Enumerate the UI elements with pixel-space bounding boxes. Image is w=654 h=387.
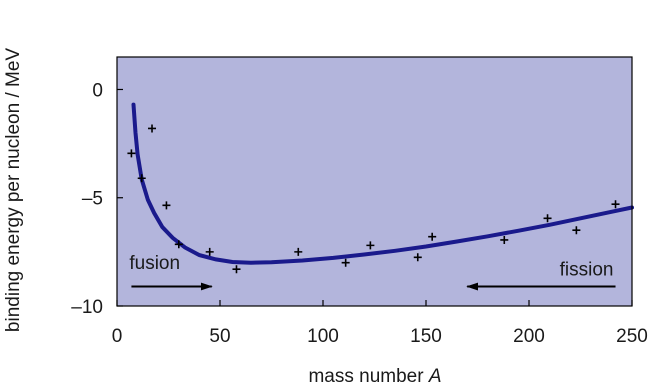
y-tick-label: –5 — [82, 189, 103, 210]
plot-area — [117, 57, 632, 306]
fusion-label: fusion — [129, 253, 180, 274]
binding-energy-curve — [131, 102, 634, 265]
data-point — [428, 232, 437, 241]
data-point — [148, 124, 157, 133]
data-point — [500, 235, 509, 244]
y-axis-label: binding energy per nucleon / MeV — [3, 48, 24, 332]
x-tick-label: 250 — [616, 326, 648, 347]
data-point — [341, 258, 350, 267]
x-tick-label: 100 — [307, 326, 339, 347]
data-point — [543, 214, 552, 223]
data-point — [127, 149, 136, 158]
x-axis-label: mass number A — [308, 366, 441, 387]
data-point — [611, 200, 620, 209]
data-point — [174, 240, 183, 249]
x-tick-label: 50 — [209, 326, 230, 347]
data-points — [127, 124, 620, 274]
annotations: fusion fission — [129, 253, 616, 291]
data-point — [137, 174, 146, 183]
data-point — [294, 247, 303, 256]
x-tick-label: 150 — [410, 326, 442, 347]
data-point — [205, 247, 214, 256]
data-point — [162, 201, 171, 210]
x-axis-label-variable: A — [428, 366, 442, 387]
data-point — [572, 226, 581, 235]
x-tick-label: 200 — [513, 326, 545, 347]
fission-label: fission — [560, 260, 614, 281]
y-tick-label: –10 — [71, 297, 103, 318]
data-point — [413, 253, 422, 262]
y-tick-label: 0 — [92, 80, 103, 101]
data-point — [366, 241, 375, 250]
plot-frame — [116, 56, 633, 307]
data-point — [232, 265, 241, 274]
x-tick-label: 0 — [112, 326, 123, 347]
